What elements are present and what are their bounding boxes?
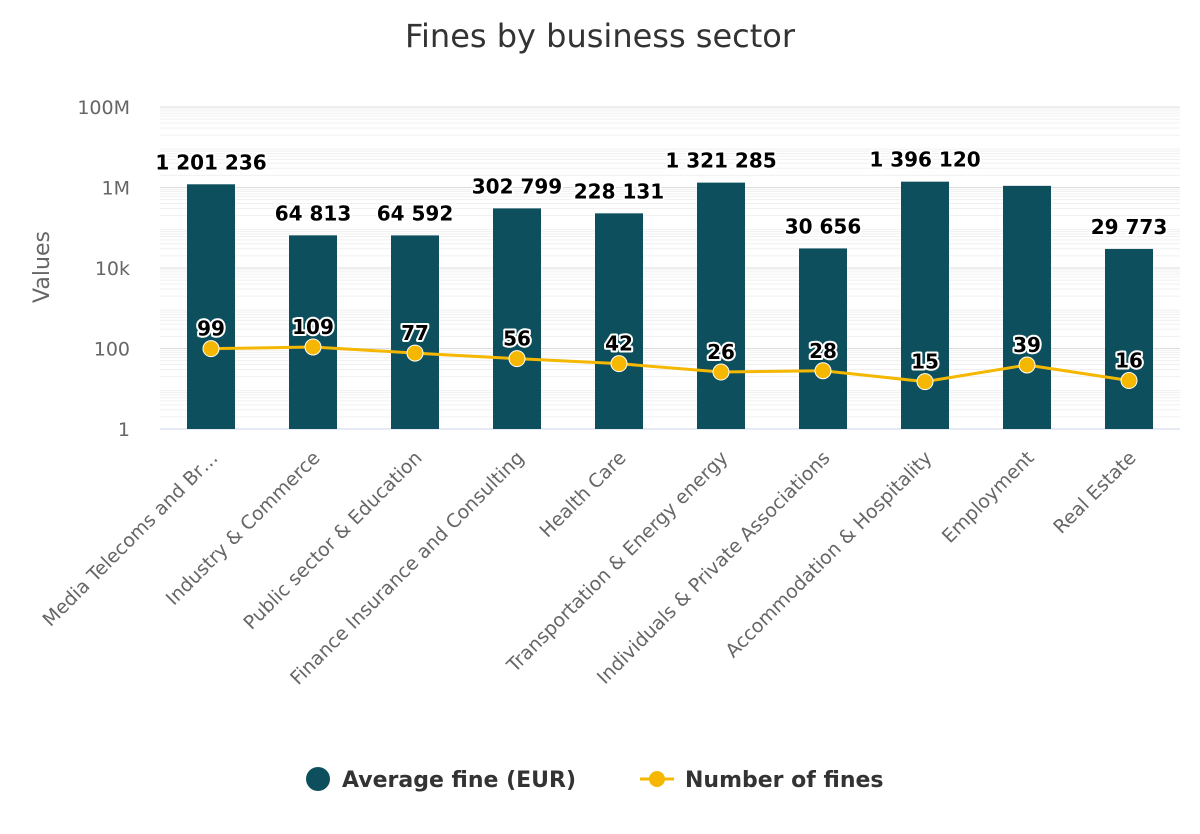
line-point [1120, 372, 1138, 390]
x-axis-ticks: Media Telecoms and Br…Industry & Commerc… [38, 447, 1140, 689]
line-data-label: 77 [401, 321, 429, 345]
series-line [210, 345, 1130, 384]
bar [697, 182, 745, 429]
line-point [814, 362, 832, 380]
bar [595, 213, 643, 429]
line-data-label: 39 [1013, 333, 1041, 357]
legend: Average fine (EUR) Number of fines [306, 767, 884, 793]
line-data-label: 42 [605, 332, 633, 356]
bar [493, 208, 541, 429]
line-point [1018, 356, 1036, 374]
bar [289, 235, 337, 429]
x-tick-label: Accommodation & Hospitality [721, 447, 936, 662]
bar-series [187, 181, 1153, 429]
bar [187, 184, 235, 429]
legend-item-line: Number of fines [640, 768, 884, 793]
bar-data-label: 29 773 [1091, 215, 1168, 239]
x-tick-label: Public sector & Education [239, 447, 426, 634]
x-tick-label: Real Estate [1049, 447, 1140, 538]
x-tick-label: Transportation & Energy energy [502, 447, 732, 677]
legend-line-marker [649, 771, 665, 787]
line-point [712, 363, 730, 381]
line-data-label: 16 [1115, 349, 1143, 373]
line-data-label: 109 [292, 315, 334, 339]
line-data-label: 15 [911, 350, 939, 374]
line-point [406, 344, 424, 362]
bar-data-label: 30 656 [785, 214, 862, 238]
x-tick-label: Finance Insurance and Consulting [286, 447, 528, 689]
chart-title: Fines by business sector [405, 17, 796, 55]
bar [391, 235, 439, 429]
bar [1003, 185, 1051, 429]
bar [901, 181, 949, 429]
legend-item-bar: Average fine (EUR) [306, 767, 576, 793]
bar [1105, 248, 1153, 429]
line-point [304, 338, 322, 356]
y-axis-ticks: 1 100 10k 1M 100M [77, 97, 130, 441]
bar-data-label: 1 321 285 [665, 149, 776, 173]
bar-data-label: 1 396 120 [869, 148, 980, 172]
line-point [202, 340, 220, 358]
line-data-label: 56 [503, 327, 531, 351]
x-tick-label: Employment [938, 447, 1039, 548]
line-data-label: 28 [809, 339, 837, 363]
y-tick-label: 1M [102, 178, 130, 200]
line-point [610, 355, 628, 373]
bar [799, 248, 847, 429]
bar-data-label: 302 799 [472, 174, 562, 198]
y-tick-label: 100 [94, 339, 130, 361]
line-data-label: 99 [197, 317, 225, 341]
x-tick-label: Individuals & Private Associations [593, 447, 835, 689]
x-tick-label: Media Telecoms and Br… [38, 447, 222, 631]
line-data-label: 26 [707, 340, 735, 364]
legend-bar-symbol [306, 767, 330, 791]
legend-line-label: Number of fines [685, 768, 884, 793]
bar-data-label: 228 131 [574, 179, 664, 203]
legend-bar-label: Average fine (EUR) [342, 768, 576, 793]
bar-data-label: 1 201 236 [155, 150, 266, 174]
line-series [202, 338, 1138, 391]
y-tick-label: 100M [77, 97, 130, 119]
y-tick-label: 10k [95, 258, 130, 280]
y-tick-label: 1 [118, 419, 130, 441]
y-axis-label: Values [30, 231, 55, 303]
x-tick-label: Health Care [535, 447, 630, 542]
line-point [916, 373, 934, 391]
bar-data-label: 64 813 [275, 201, 352, 225]
bar-data-label: 64 592 [377, 201, 454, 225]
line-point [508, 350, 526, 368]
